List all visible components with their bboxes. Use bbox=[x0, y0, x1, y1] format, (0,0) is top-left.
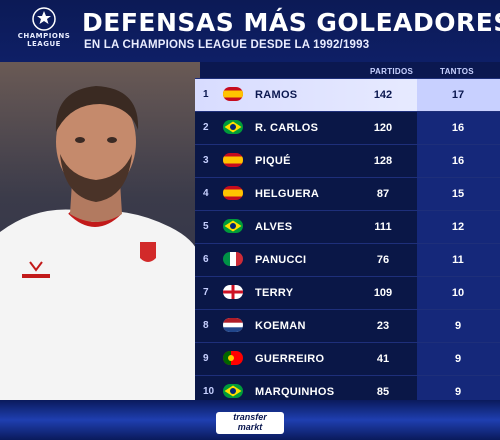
tantos-value: 9 bbox=[454, 320, 462, 332]
tantos-value: 12 bbox=[451, 221, 465, 233]
england-flag-icon bbox=[223, 285, 243, 299]
tantos-value: 17 bbox=[451, 89, 465, 101]
champions-league-logo: CHAMPIONS LEAGUE bbox=[14, 6, 74, 56]
rank-number: 6 bbox=[203, 254, 209, 265]
partidos-value: 41 bbox=[376, 353, 390, 365]
rank-number: 5 bbox=[203, 221, 209, 232]
player-name: PANUCCI bbox=[255, 254, 307, 266]
table-row: 8 KOEMAN 23 9 bbox=[195, 309, 500, 342]
ranking-table: 1 RAMOS 142 17 2 R. CARLOS 120 16 3 PIQUÉ 128 16 4 HE… bbox=[195, 78, 500, 408]
partidos-value: 142 bbox=[373, 89, 393, 101]
spain-flag-icon bbox=[223, 153, 243, 167]
partidos-value: 111 bbox=[374, 221, 392, 233]
tantos-value: 9 bbox=[454, 353, 462, 365]
player-name: HELGUERA bbox=[255, 188, 320, 200]
partidos-value: 85 bbox=[376, 386, 390, 398]
italy-flag-icon bbox=[223, 252, 243, 266]
starball-icon bbox=[32, 7, 56, 31]
rank-number: 10 bbox=[203, 386, 215, 397]
rank-number: 3 bbox=[203, 155, 209, 166]
table-row: 5 ALVES 111 12 bbox=[195, 210, 500, 243]
player-name: KOEMAN bbox=[255, 320, 306, 332]
rank-number: 7 bbox=[203, 287, 209, 298]
tantos-cell-bg bbox=[417, 145, 500, 177]
partidos-value: 23 bbox=[376, 320, 390, 332]
rank-number: 9 bbox=[203, 353, 209, 364]
header: CHAMPIONS LEAGUE DEFENSAS MÁS GOLEADORES… bbox=[0, 0, 500, 62]
player-name: GUERREIRO bbox=[255, 353, 325, 365]
tantos-value: 16 bbox=[451, 122, 465, 134]
tantos-value: 15 bbox=[451, 188, 465, 200]
table-row: 1 RAMOS 142 17 bbox=[195, 78, 500, 111]
brand-line1: transfer bbox=[233, 412, 267, 422]
tantos-value: 16 bbox=[451, 155, 465, 167]
logo-line1: CHAMPIONS bbox=[17, 32, 71, 40]
netherlands-flag-icon bbox=[223, 318, 243, 332]
partidos-value: 128 bbox=[373, 155, 393, 167]
tantos-cell-bg bbox=[417, 343, 500, 375]
player-photo bbox=[0, 62, 200, 402]
rank-number: 2 bbox=[203, 122, 209, 133]
tantos-value: 10 bbox=[451, 287, 465, 299]
tantos-value: 9 bbox=[454, 386, 462, 398]
brazil-flag-icon bbox=[223, 219, 243, 233]
spain-flag-icon bbox=[223, 87, 243, 101]
table-row: 3 PIQUÉ 128 16 bbox=[195, 144, 500, 177]
rank-number: 1 bbox=[203, 89, 209, 100]
tantos-cell-bg bbox=[417, 277, 500, 309]
player-name: MARQUINHOS bbox=[255, 386, 335, 398]
logo-line2: LEAGUE bbox=[27, 40, 61, 48]
brand-line2: markt bbox=[237, 422, 263, 432]
tantos-cell-bg bbox=[417, 178, 500, 210]
player-name: RAMOS bbox=[255, 89, 298, 101]
tantos-cell-bg bbox=[417, 79, 500, 111]
tantos-cell-bg bbox=[417, 310, 500, 342]
player-name: PIQUÉ bbox=[255, 155, 291, 167]
table-row: 6 PANUCCI 76 11 bbox=[195, 243, 500, 276]
page-subtitle: EN LA CHAMPIONS LEAGUE DESDE LA 1992/199… bbox=[84, 39, 370, 51]
tantos-cell-bg bbox=[417, 112, 500, 144]
rank-number: 4 bbox=[203, 188, 209, 199]
page-title: DEFENSAS MÁS GOLEADORES bbox=[82, 8, 500, 37]
partidos-value: 109 bbox=[373, 287, 393, 299]
brazil-flag-icon bbox=[223, 384, 243, 398]
partidos-value: 87 bbox=[376, 188, 390, 200]
column-header-partidos: PARTIDOS bbox=[370, 67, 414, 76]
column-header-tantos: TANTOS bbox=[440, 67, 474, 76]
portugal-flag-icon bbox=[223, 351, 243, 365]
table-row: 2 R. CARLOS 120 16 bbox=[195, 111, 500, 144]
brazil-flag-icon bbox=[223, 120, 243, 134]
player-name: ALVES bbox=[255, 221, 293, 233]
player-name: TERRY bbox=[255, 287, 294, 299]
tantos-cell-bg bbox=[417, 244, 500, 276]
partidos-value: 120 bbox=[373, 122, 393, 134]
partidos-value: 76 bbox=[376, 254, 390, 266]
spain-flag-icon bbox=[223, 186, 243, 200]
table-row: 7 TERRY 109 10 bbox=[195, 276, 500, 309]
tantos-cell-bg bbox=[417, 211, 500, 243]
table-row: 9 GUERREIRO 41 9 bbox=[195, 342, 500, 375]
rank-number: 8 bbox=[203, 320, 209, 331]
table-row: 4 HELGUERA 87 15 bbox=[195, 177, 500, 210]
transfermarkt-logo: transfer markt bbox=[216, 412, 284, 434]
player-name: R. CARLOS bbox=[255, 122, 319, 134]
tantos-value: 11 bbox=[452, 254, 464, 266]
